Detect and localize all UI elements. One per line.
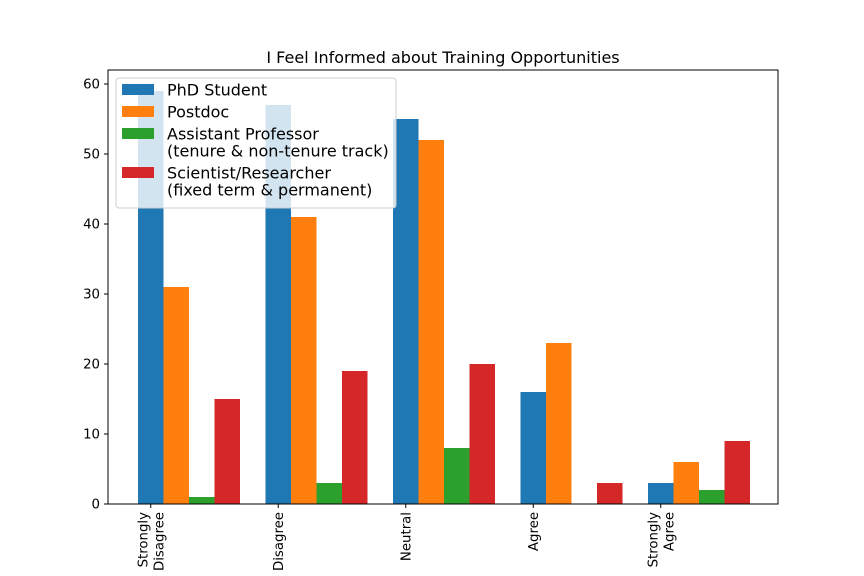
bar-2-series-1 (418, 140, 444, 504)
x-tick-label-line: Disagree (152, 512, 167, 571)
bar-2-series-3 (469, 364, 495, 504)
bar-3-series-3 (597, 483, 623, 504)
bar-1-series-1 (291, 217, 317, 504)
x-tick-label-line: Neutral (399, 512, 414, 561)
y-tick-label-3: 30 (83, 288, 100, 303)
legend-swatch-2 (122, 128, 154, 139)
legend: PhD Student Postdoc Assistant Professor(te… (115, 77, 397, 209)
legend-swatch-3 (122, 167, 154, 178)
bar-0-series-2 (189, 497, 215, 504)
bar-0-series-3 (214, 399, 240, 504)
bar-1-series-3 (342, 371, 368, 504)
x-tick-label-line: Disagree (272, 512, 287, 571)
bar-1-series-2 (316, 483, 342, 504)
bar-4-series-3 (724, 441, 750, 504)
legend-swatch-1 (122, 106, 154, 117)
legend-box (115, 77, 397, 209)
legend-label-1: Postdoc (167, 103, 229, 122)
x-tick-label-line: Agree (527, 512, 542, 551)
bar-4-series-2 (699, 490, 725, 504)
y-tick-label-0: 0 (92, 498, 100, 513)
y-tick-label-5: 50 (83, 148, 100, 163)
bar-4-series-0 (648, 483, 674, 504)
y-tick-label-4: 40 (83, 218, 100, 233)
bar-3-series-1 (546, 343, 572, 504)
legend-swatch-0 (122, 84, 154, 95)
x-tick-label-line: Strongly (136, 512, 151, 568)
bar-2-series-0 (393, 119, 419, 504)
y-tick-label-2: 20 (83, 358, 100, 373)
x-tick-label-0: Strongly Disagree (136, 512, 167, 571)
plot-frame (107, 69, 779, 505)
legend-label-3: (fixed term & permanent) (167, 181, 372, 200)
y-tick-label-6: 60 (83, 78, 100, 93)
x-tick-label-2: Neutral (399, 512, 414, 561)
x-tick-label-1: Disagree (272, 512, 287, 571)
x-tick-label-line: Agree (662, 512, 677, 551)
legend-label-3: Scientist/Researcher (167, 164, 331, 183)
x-tick-label-3: Agree (527, 512, 542, 551)
x-tick-label-4: Strongly Agree (646, 512, 677, 568)
legend-label-0: PhD Student (167, 81, 267, 100)
bar-3-series-0 (520, 392, 546, 504)
bar-4-series-1 (673, 462, 699, 504)
bar-0-series-1 (163, 287, 189, 504)
chart-title: I Feel Informed about Training Opportuni… (266, 48, 619, 67)
bar-2-series-2 (444, 448, 470, 504)
y-tick-label-1: 10 (83, 428, 100, 443)
legend-label-2: (tenure & non-tenure track) (167, 142, 389, 161)
legend-label-2: Assistant Professor (167, 125, 319, 144)
x-tick-label-line: Strongly (646, 512, 661, 568)
